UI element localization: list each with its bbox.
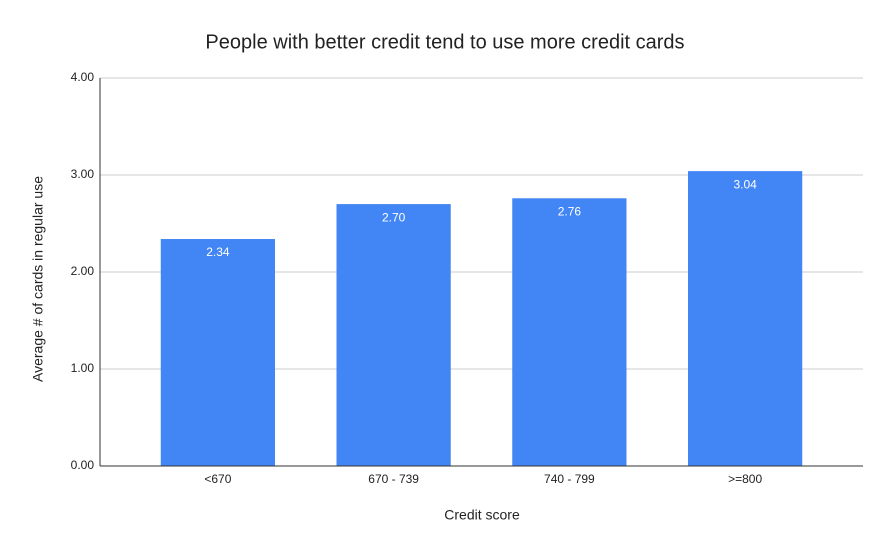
y-tick-label: 2.00 xyxy=(71,264,95,278)
bar xyxy=(160,239,275,466)
data-label: 2.76 xyxy=(558,204,582,218)
y-tick-label: 0.00 xyxy=(71,458,95,472)
bar xyxy=(688,171,803,466)
x-tick-label: <670 xyxy=(204,472,231,486)
x-tick-label: 740 - 799 xyxy=(544,472,595,486)
y-axis-title: Average # of cards in regular use xyxy=(30,176,46,382)
data-label: 2.70 xyxy=(382,210,406,224)
x-tick-label: >=800 xyxy=(728,472,762,486)
data-label: 2.34 xyxy=(206,245,230,259)
y-tick-label: 3.00 xyxy=(71,167,95,181)
x-tick-label: 670 - 739 xyxy=(368,472,419,486)
y-tick-label: 4.00 xyxy=(71,70,95,84)
bar xyxy=(512,198,627,466)
data-label: 3.04 xyxy=(733,177,757,191)
chart-title: People with better credit tend to use mo… xyxy=(205,31,684,53)
x-axis-title: Credit score xyxy=(444,507,520,523)
bar xyxy=(336,204,451,466)
y-tick-label: 1.00 xyxy=(71,361,95,375)
